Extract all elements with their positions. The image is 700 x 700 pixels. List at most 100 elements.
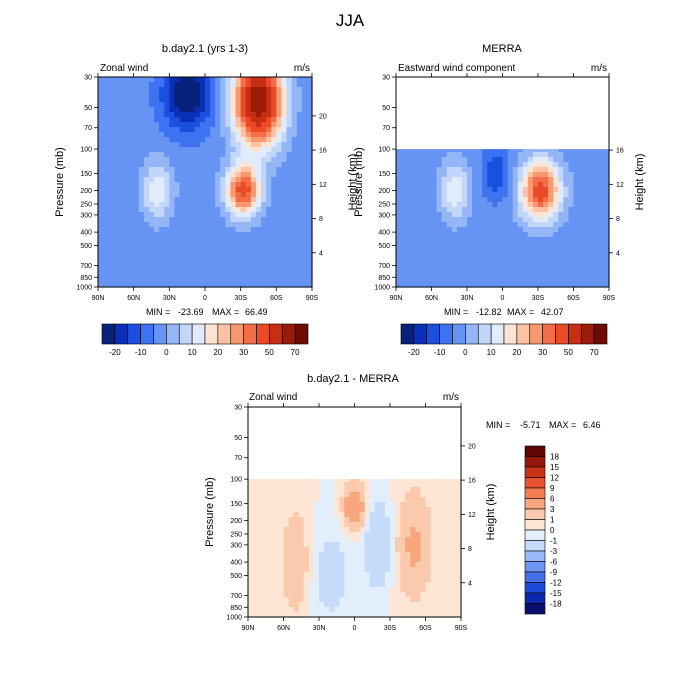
contour-cell — [291, 257, 298, 263]
contour-cell — [118, 87, 125, 93]
contour-cell — [492, 237, 499, 243]
contour-cell — [329, 537, 335, 543]
contour-cell — [205, 197, 211, 203]
contour-cell — [522, 197, 529, 203]
contour-cell — [573, 157, 580, 163]
contour-cell — [245, 207, 252, 213]
contour-cell — [98, 267, 104, 273]
contour-cell — [548, 217, 554, 223]
contour-cell — [563, 192, 570, 198]
contour-cell — [128, 142, 135, 148]
contour-cell — [527, 152, 534, 158]
contour-cell — [169, 197, 176, 203]
contour-cell — [128, 182, 135, 188]
contour-cell — [301, 282, 308, 288]
contour-cell — [266, 152, 272, 158]
contour-cell — [288, 602, 295, 608]
contour-cell — [461, 187, 468, 193]
contour-cell — [113, 257, 119, 263]
contour-cell — [543, 172, 549, 178]
contour-cell — [138, 222, 145, 228]
contour-cell — [266, 137, 272, 143]
contour-cell — [319, 567, 325, 573]
contour-cell — [487, 267, 493, 273]
contour-cell — [502, 152, 509, 158]
contour-cell — [298, 507, 305, 513]
contour-cell — [271, 87, 277, 93]
contour-cell — [281, 257, 288, 263]
contour-cell — [293, 522, 300, 528]
contour-cell — [225, 197, 232, 203]
contour-cell — [128, 252, 135, 258]
contour-cell — [278, 557, 285, 563]
contour-cell — [512, 212, 519, 218]
contour-cell — [240, 142, 247, 148]
contour-cell — [440, 527, 447, 533]
contour-cell — [354, 567, 361, 573]
contour-cell — [266, 207, 272, 213]
contour-cell — [143, 187, 150, 193]
contour-cell — [374, 572, 381, 578]
y-tick-label: 100 — [80, 147, 92, 154]
contour-cell — [286, 202, 293, 208]
contour-cell — [593, 227, 600, 233]
contour-cell — [250, 147, 257, 153]
contour-cell — [293, 532, 300, 538]
contour-cell — [118, 182, 125, 188]
contour-cell — [113, 97, 119, 103]
contour-cell — [396, 162, 402, 168]
contour-cell — [568, 222, 575, 228]
contour-cell — [395, 502, 401, 508]
contour-cell — [179, 237, 186, 243]
colorbar-swatch — [524, 550, 546, 562]
contour-cell — [431, 227, 438, 233]
contour-cell — [578, 157, 585, 163]
contour-cell — [306, 192, 313, 198]
contour-cell — [245, 242, 252, 248]
contour-cell — [225, 222, 232, 228]
contour-cell — [354, 572, 361, 578]
contour-cell — [502, 222, 509, 228]
contour-cell — [199, 197, 206, 203]
contour-cell — [154, 92, 160, 98]
contour-cell — [441, 157, 448, 163]
contour-cell — [235, 202, 242, 208]
contour-cell — [266, 142, 272, 148]
y-tick-label: 500 — [80, 243, 92, 250]
contour-cell — [603, 192, 610, 198]
contour-cell — [329, 482, 335, 488]
contour-cell — [306, 122, 313, 128]
contour-cell — [184, 192, 191, 198]
contour-cell — [230, 272, 237, 278]
contour-cell — [477, 157, 483, 163]
contour-cell — [568, 267, 575, 273]
contour-cell — [154, 82, 160, 88]
contour-cell — [205, 222, 211, 228]
contour-cell — [512, 237, 519, 243]
contour-cell — [225, 112, 232, 118]
contour-cell — [548, 282, 554, 288]
contour-cell — [245, 197, 252, 203]
contour-cell — [164, 132, 170, 138]
contour-cell — [276, 92, 283, 98]
contour-cell — [194, 212, 201, 218]
contour-cell — [578, 182, 585, 188]
contour-cell — [255, 192, 262, 198]
contour-cell — [113, 152, 119, 158]
contour-cell — [220, 162, 226, 168]
contour-cell — [384, 542, 391, 548]
contour-cell — [527, 212, 534, 218]
contour-cell — [558, 232, 564, 238]
contour-cell — [215, 182, 221, 188]
contour-cell — [421, 257, 428, 263]
colorbar-label: -1 — [550, 537, 558, 546]
contour-cell — [205, 207, 211, 213]
contour-cell — [603, 149, 610, 153]
contour-cell — [143, 122, 150, 128]
contour-cell — [184, 277, 191, 283]
contour-cell — [400, 582, 406, 588]
y-tick-label: 300 — [80, 212, 92, 219]
contour-cell — [420, 542, 427, 548]
contour-cell — [487, 157, 493, 163]
contour-cell — [512, 252, 519, 258]
